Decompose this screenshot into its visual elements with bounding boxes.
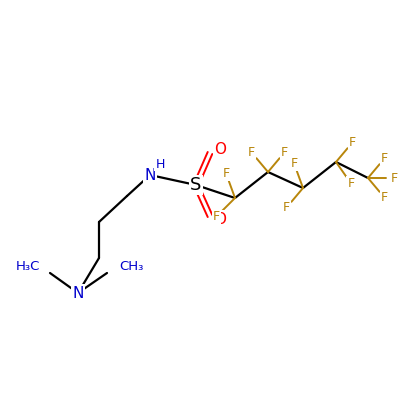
Text: O: O — [214, 212, 226, 226]
Text: F: F — [381, 152, 388, 164]
Text: H₃C: H₃C — [16, 260, 40, 274]
Text: F: F — [213, 210, 220, 223]
Text: N: N — [72, 286, 84, 300]
Text: H: H — [155, 158, 165, 170]
Text: F: F — [290, 157, 298, 170]
Text: CH₃: CH₃ — [119, 260, 143, 274]
Text: F: F — [222, 167, 230, 180]
Text: F: F — [281, 146, 288, 158]
Text: F: F — [381, 192, 388, 204]
Text: F: F — [390, 172, 398, 184]
Text: F: F — [349, 136, 356, 148]
Text: S: S — [190, 176, 202, 194]
Text: N: N — [144, 168, 156, 182]
Text: F: F — [283, 202, 290, 214]
Text: F: F — [248, 146, 255, 158]
Text: F: F — [347, 177, 354, 190]
Text: O: O — [214, 142, 226, 158]
